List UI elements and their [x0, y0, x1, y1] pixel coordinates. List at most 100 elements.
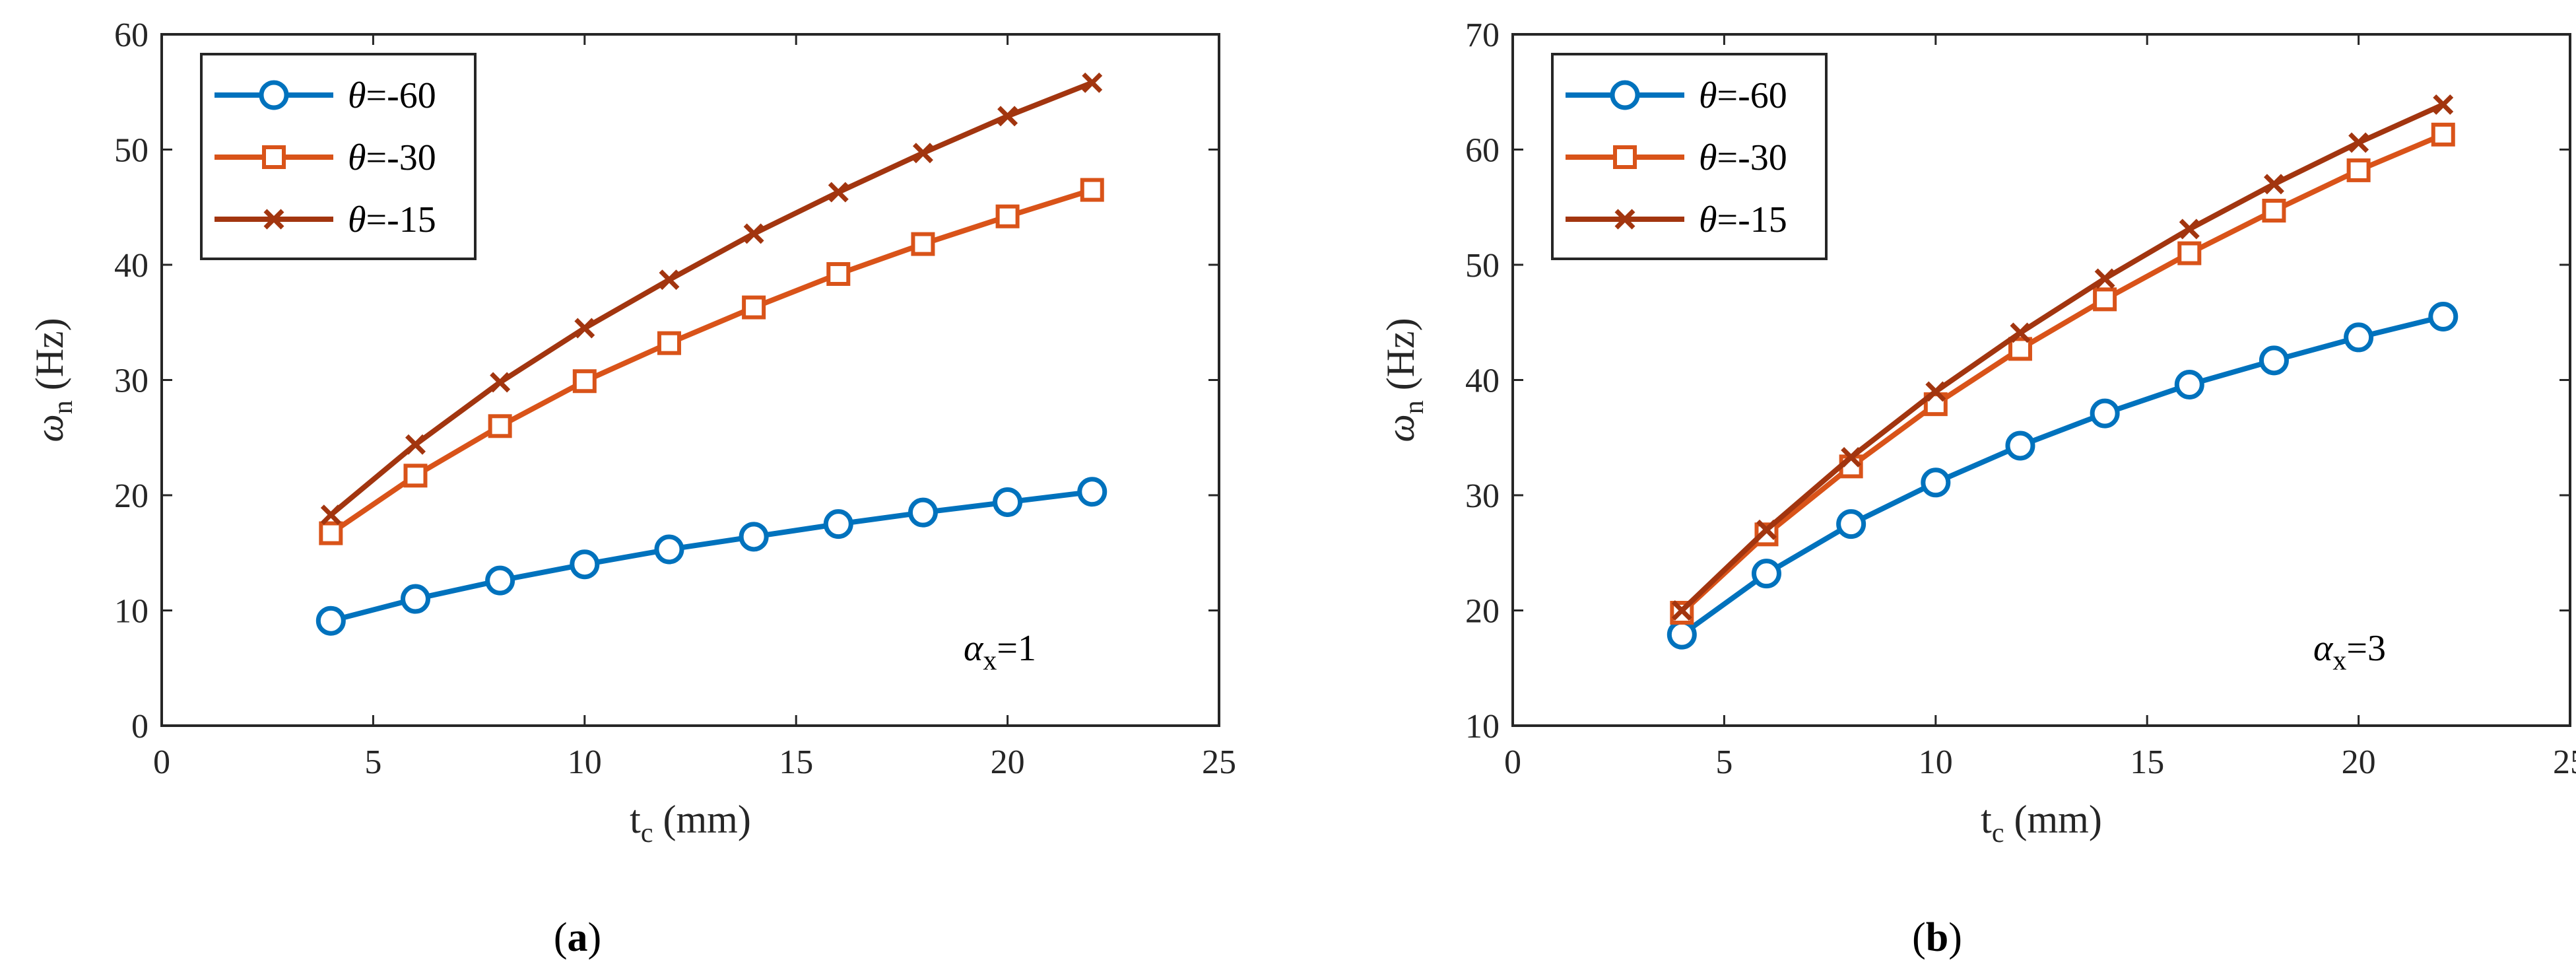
legend-label: θ=-15 [348, 199, 436, 240]
data-point-square [572, 369, 597, 394]
data-point-square [826, 261, 851, 286]
data-point-circle [570, 549, 600, 580]
x-tick-label: 10 [1919, 743, 1953, 781]
y-axis-label-symbol: ω [28, 414, 71, 442]
data-point-x [1671, 600, 1692, 621]
data-point-x [912, 143, 933, 164]
caption-paren-close: ) [1948, 915, 1962, 960]
data-point-circle [993, 487, 1023, 517]
x-tick-label: 20 [2342, 743, 2376, 781]
data-point-square [488, 414, 512, 438]
data-point-circle [2005, 431, 2035, 461]
data-point-square [2262, 198, 2286, 223]
data-point-square [2431, 122, 2455, 147]
data-point-x [405, 434, 426, 455]
legend-label-value: =-15 [366, 199, 436, 240]
data-point-circle [2428, 302, 2459, 332]
y-tick-label: 60 [1465, 132, 1500, 170]
x-tick-label: 15 [779, 743, 813, 781]
data-point-circle [908, 497, 938, 528]
data-point-circle [1921, 467, 1951, 498]
data-point-x [997, 106, 1018, 127]
series-x [1671, 94, 2454, 621]
x-axis-label-subscript: c [1992, 818, 2004, 848]
y-tick-label: 20 [114, 477, 149, 515]
data-point-circle [485, 565, 515, 596]
series-line [1680, 314, 2444, 637]
data-point-circle [2090, 398, 2120, 429]
data-point-x [2094, 268, 2115, 289]
data-point-x [2179, 219, 2200, 240]
annotation-symbol: α [2313, 628, 2334, 669]
data-point-square [1080, 178, 1104, 202]
legend-label: θ=-60 [348, 75, 436, 116]
annotation-subscript: x [983, 646, 997, 676]
y-tick-label: 10 [1465, 708, 1500, 745]
panel-caption: (a) [554, 915, 601, 960]
legend-marker-circle [1610, 80, 1640, 110]
series-line [329, 187, 1093, 536]
data-point-circle [739, 522, 769, 552]
x-axis-label-symbol: t [1981, 798, 1992, 841]
y-tick-label: 40 [114, 247, 149, 285]
data-point-x [743, 223, 764, 244]
data-point-circle [1077, 477, 1107, 507]
caption-paren-open: ( [1912, 915, 1926, 960]
y-axis-label-unit: (Hz) [1379, 318, 1422, 400]
y-tick-label: 50 [114, 132, 149, 170]
data-point-x [828, 182, 849, 203]
data-point-x [2433, 94, 2454, 115]
data-point-x [1925, 381, 1946, 402]
annotation: αx=3 [2313, 628, 2386, 676]
data-point-square [2093, 287, 2117, 312]
data-point-x [1841, 446, 1862, 467]
x-tick-label: 5 [364, 743, 381, 781]
legend-label: θ=-30 [1699, 137, 1787, 178]
x-tick-label: 25 [2553, 743, 2576, 781]
legend-marker-x [1614, 209, 1635, 230]
annotation-value: =3 [2346, 628, 2386, 669]
legend-label-symbol: θ [1699, 137, 1717, 178]
y-axis-label-unit: (Hz) [28, 318, 71, 400]
x-tick-label: 25 [1202, 743, 1236, 781]
x-axis-label-symbol: t [630, 798, 641, 841]
data-point-x [320, 504, 341, 526]
legend: θ=-60θ=-30θ=-15 [1551, 53, 1828, 260]
x-tick-label: 20 [991, 743, 1025, 781]
series-line [1680, 132, 2445, 615]
x-tick-label: 15 [2130, 743, 2164, 781]
caption-paren-open: ( [554, 915, 568, 960]
x-axis-label-subscript: c [641, 818, 653, 848]
y-axis-label: ωn (Hz) [1379, 318, 1430, 442]
x-tick-label: 5 [1715, 743, 1733, 781]
x-tick-label: 10 [568, 743, 602, 781]
legend-label: θ=-60 [1699, 75, 1787, 116]
data-point-x [2348, 132, 2369, 153]
legend-marker-square [1613, 145, 1637, 169]
y-axis-label-symbol: ω [1379, 414, 1422, 442]
y-tick-label: 70 [1465, 17, 1500, 54]
panel-caption: (b) [1912, 915, 1962, 960]
legend-label-symbol: θ [348, 75, 366, 116]
series-line [330, 489, 1093, 624]
data-point-circle [823, 509, 853, 539]
legend-label-value: =-15 [1717, 199, 1787, 240]
data-point-x [2010, 322, 2031, 343]
legend-label-symbol: θ [1699, 199, 1717, 240]
legend-label: θ=-15 [1699, 199, 1787, 240]
y-axis-label: ωn (Hz) [28, 318, 79, 442]
data-point-circle [1667, 619, 1697, 650]
data-point-x [1756, 519, 1777, 540]
x-axis-label: tc (mm) [1981, 798, 2102, 848]
caption-label: b [1926, 915, 1948, 960]
legend-label: θ=-30 [348, 137, 436, 178]
legend-marker-x [263, 209, 284, 230]
chart-panel-b: 051015202510203040506070tc (mm)ωn (Hz)θ=… [1379, 17, 2576, 960]
y-axis-label-subscript: n [48, 400, 79, 414]
x-tick-label: 0 [1504, 743, 1521, 781]
data-point-square [2177, 241, 2202, 265]
data-point-square [911, 232, 935, 256]
series-circle [315, 477, 1107, 636]
legend-label-symbol: θ [348, 137, 366, 178]
